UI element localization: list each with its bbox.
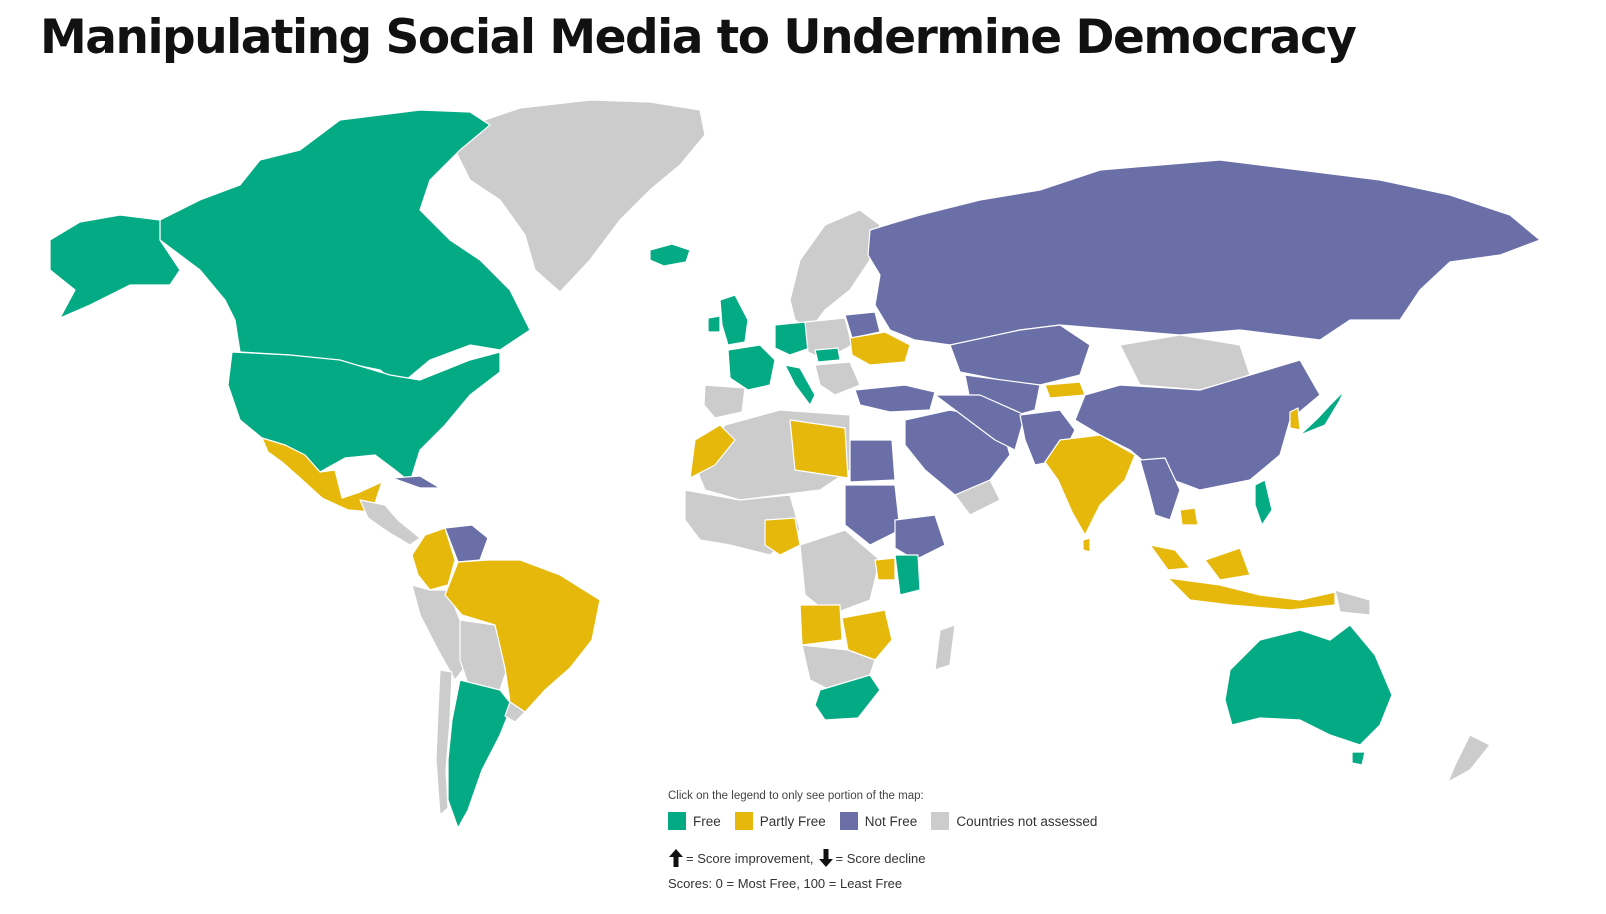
improvement-label: = Score improvement, [686,850,814,866]
region-china[interactable] [1074,359,1321,491]
region-balkans[interactable] [814,361,861,396]
region-ethiopia[interactable] [894,514,946,561]
region-kenya[interactable] [894,554,921,596]
legend-swatch-not-free [839,812,858,830]
region-australia[interactable] [1224,624,1393,746]
decline-label: = Score decline [835,850,926,866]
region-south-africa[interactable] [814,674,881,721]
legend-item-free[interactable]: Free [668,812,721,830]
region-cambodia-vietnam[interactable] [1179,507,1199,526]
region-papua[interactable] [1334,589,1371,616]
legend-swatch-not-assessed [931,812,950,830]
region-france[interactable] [727,344,776,391]
region-philippines[interactable] [1254,479,1273,526]
region-sri-lanka[interactable] [1082,537,1091,553]
region-indonesia[interactable] [1167,577,1336,611]
region-myanmar-thai[interactable] [1139,457,1181,521]
legend-item-partly-free[interactable]: Partly Free [734,812,826,830]
region-uk[interactable] [719,294,749,346]
region-spain[interactable] [703,384,746,419]
region-angola[interactable] [799,604,843,646]
legend-item-not-assessed[interactable]: Countries not assessed [931,812,1097,830]
legend-swatch-free [668,812,686,830]
region-usa[interactable] [227,351,501,483]
region-madagascar[interactable] [934,624,956,671]
region-ukraine[interactable] [849,331,911,366]
region-libya[interactable] [789,419,849,479]
region-zambia-zim-malawi[interactable] [841,609,893,661]
legend-item-not-free[interactable]: Not Free [839,812,918,830]
region-egypt[interactable] [849,439,896,483]
region-ireland[interactable] [707,315,721,333]
region-nigeria[interactable] [764,517,801,556]
region-central-africa[interactable] [799,529,881,616]
region-iceland[interactable] [649,243,691,267]
region-iraq-iran[interactable] [934,394,1026,451]
region-russia[interactable] [867,159,1541,346]
region-venezuela[interactable] [444,524,489,563]
legend-label-not-assessed: Countries not assessed [956,813,1098,829]
region-belarus[interactable] [844,311,881,339]
legend-label-partly-free: Partly Free [759,813,826,829]
region-greenland[interactable] [454,99,706,293]
region-alaska[interactable] [49,214,181,319]
legend-label-not-free: Not Free [864,813,918,829]
scores-note: Scores: 0 = Most Free, 100 = Least Free [668,876,903,891]
region-brazil[interactable] [444,559,601,713]
legend-instruction: Click on the legend to only see portion … [668,790,924,802]
region-uganda-rwanda[interactable] [874,557,896,581]
region-malaysia[interactable] [1149,544,1191,571]
region-cuba[interactable] [391,475,441,489]
legend: Click on the legend to only see portion … [668,790,1188,891]
region-argentina[interactable] [447,679,513,829]
region-kazakhstan[interactable] [949,324,1091,386]
legend-items: Free Partly Free Not Free Countries not … [668,810,1188,832]
map-title: Manipulating Social Media to Undermine D… [40,10,1357,65]
region-hungary[interactable] [814,347,841,363]
region-oman-yemen[interactable] [954,479,1001,516]
region-canada[interactable] [159,109,531,386]
region-tasmania[interactable] [1351,751,1366,766]
score-change-key: = Score improvement, = Score decline [668,848,1188,868]
legend-label-free: Free [693,813,721,829]
region-south-korea[interactable] [1289,407,1301,431]
region-new-zealand[interactable] [1447,734,1491,783]
region-scandinavia[interactable] [789,209,881,331]
region-india[interactable] [1044,434,1136,536]
region-italy[interactable] [784,364,816,406]
region-japan[interactable] [1299,371,1353,436]
region-morocco[interactable] [689,424,736,479]
region-borneo[interactable] [1204,547,1251,581]
arrow-down-icon [818,849,833,867]
legend-swatch-partly-free [734,812,753,830]
region-uruguay[interactable] [504,701,526,723]
region-germany[interactable] [774,321,811,356]
arrow-up-icon [669,849,683,867]
region-sudan[interactable] [844,484,901,546]
region-central-america[interactable] [359,499,421,546]
region-chile[interactable] [435,669,453,816]
region-mexico[interactable] [261,437,383,513]
region-kyrgyzstan[interactable] [1044,381,1086,399]
region-turkey[interactable] [854,384,936,413]
